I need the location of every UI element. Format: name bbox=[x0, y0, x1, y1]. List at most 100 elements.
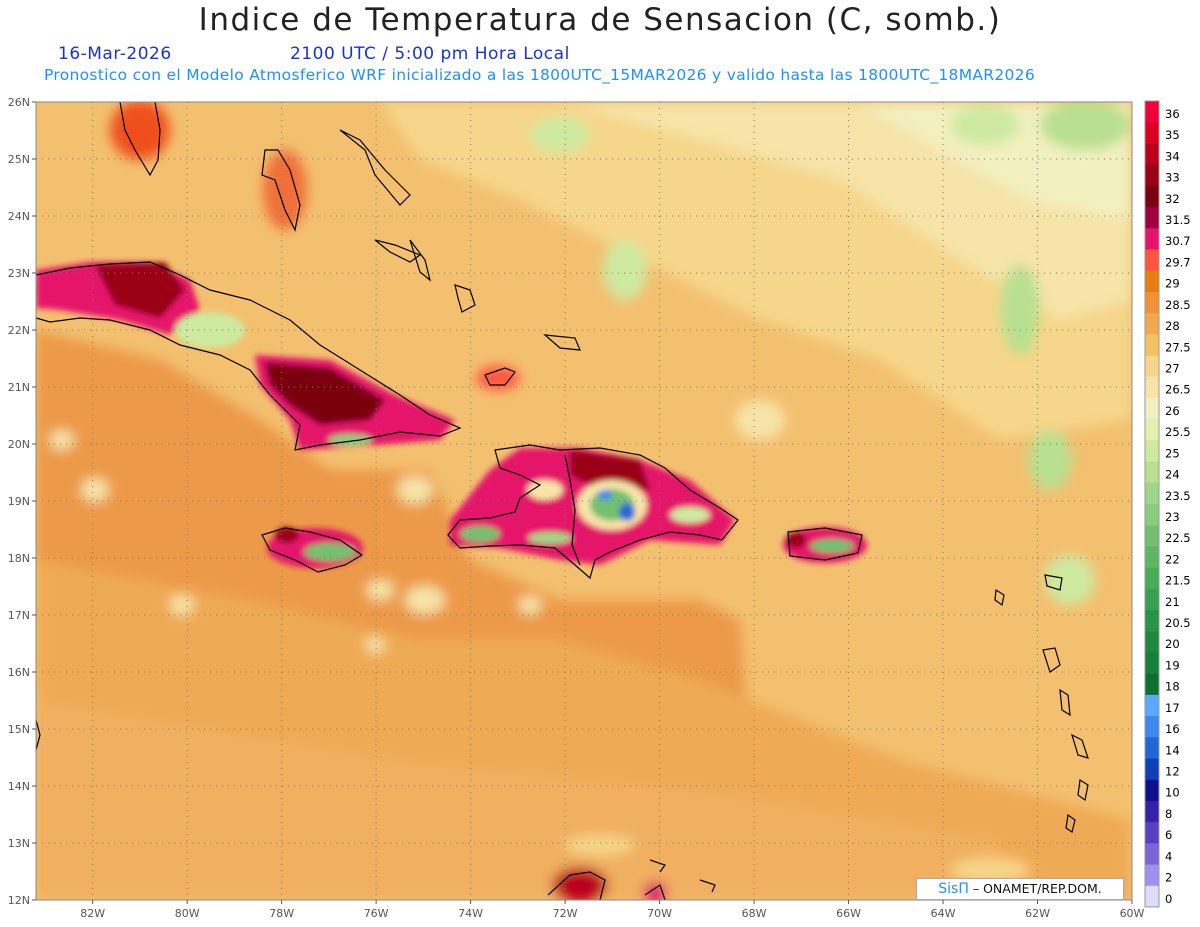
colorbar-label: 8 bbox=[1165, 807, 1172, 821]
jamaica-coast bbox=[261, 527, 364, 573]
colorbar-swatch bbox=[1145, 143, 1159, 166]
puerto-rico-coast bbox=[787, 527, 863, 561]
bahamas-island-3 bbox=[454, 284, 476, 313]
colorbar-label: 27 bbox=[1165, 361, 1180, 375]
colorbar-label: 23.5 bbox=[1165, 489, 1191, 503]
colorbar-swatch bbox=[1145, 270, 1159, 293]
colorbar-label: 35 bbox=[1165, 128, 1180, 142]
colorbar-swatch bbox=[1145, 355, 1159, 378]
lon-label: 82W bbox=[80, 907, 105, 920]
lon-label: 80W bbox=[175, 907, 200, 920]
colorbar-swatch bbox=[1145, 885, 1159, 908]
lon-label: 72W bbox=[553, 907, 578, 920]
colorbar-label: 12 bbox=[1165, 764, 1180, 778]
cuba-heat bbox=[36, 262, 455, 450]
florida-coast bbox=[119, 102, 161, 177]
colorbar-swatch bbox=[1145, 779, 1159, 802]
lat-label: 12N bbox=[8, 894, 30, 907]
colorbar-swatch bbox=[1145, 207, 1159, 229]
lat-label: 21N bbox=[8, 381, 30, 394]
colorbar-label: 30.7 bbox=[1165, 234, 1191, 248]
lat-label: 15N bbox=[8, 723, 30, 736]
colorbar-label: 26.5 bbox=[1165, 383, 1191, 397]
colorbar-swatch bbox=[1145, 673, 1159, 696]
colorbar-label: 36 bbox=[1165, 107, 1180, 121]
curacao-coast bbox=[649, 859, 666, 873]
hispaniola-coast bbox=[447, 444, 739, 580]
colorbar-label: 32 bbox=[1165, 192, 1180, 206]
colorbar: 363534333231.530.729.72928.52827.52726.5… bbox=[1144, 100, 1191, 908]
colorbar-swatch bbox=[1145, 482, 1159, 505]
latitude-labels: 26N 25N 24N 23N 22N 21N 20N 19N 18N 17N 16N 15N 14N 1… bbox=[8, 96, 36, 907]
lat-label: 24N bbox=[8, 210, 30, 223]
chart-title: Indice de Temperatura de Sensacion (C, s… bbox=[198, 2, 1002, 38]
colorbar-label: 24 bbox=[1165, 468, 1180, 482]
forecast-date: 16-Mar-2026 bbox=[58, 44, 172, 64]
bahamas-coast bbox=[339, 129, 411, 206]
colorbar-label: 26 bbox=[1165, 404, 1180, 418]
colorbar-label: 27.5 bbox=[1165, 340, 1191, 354]
colorbar-swatch bbox=[1145, 122, 1159, 144]
colorbar-label: 17 bbox=[1165, 701, 1180, 715]
guadeloupe-coast bbox=[1042, 647, 1061, 673]
colorbar-swatch bbox=[1145, 334, 1159, 357]
colorbar-label: 25.5 bbox=[1165, 425, 1191, 439]
colorbar-swatch bbox=[1145, 631, 1159, 653]
lon-label: 70W bbox=[647, 907, 672, 920]
colorbar-label: 23 bbox=[1165, 510, 1180, 524]
colorbar-label: 31.5 bbox=[1165, 213, 1191, 227]
colorbar-label: 21.5 bbox=[1165, 574, 1191, 588]
credit-brand: SisΠ bbox=[938, 881, 969, 897]
colorbar-label: 29 bbox=[1165, 277, 1180, 291]
colorbar-label: 14 bbox=[1165, 743, 1180, 757]
colorbar-swatch bbox=[1145, 313, 1159, 335]
colorbar-swatch bbox=[1145, 101, 1159, 123]
turks-coast bbox=[543, 334, 581, 351]
lon-label: 66W bbox=[836, 907, 861, 920]
colorbar-label: 6 bbox=[1165, 828, 1172, 842]
lat-label: 16N bbox=[8, 666, 30, 679]
colorbar-label: 34 bbox=[1165, 149, 1180, 163]
colorbar-label: 29.7 bbox=[1165, 255, 1191, 269]
hispaniola-heat bbox=[450, 448, 735, 565]
guajira-coast bbox=[547, 871, 606, 900]
colorbar-swatch bbox=[1145, 525, 1159, 547]
bahamas-island-1 bbox=[374, 239, 422, 263]
aruba-coast bbox=[644, 884, 666, 900]
colorbar-label: 22 bbox=[1165, 552, 1180, 566]
colorbar-swatch bbox=[1145, 376, 1159, 399]
colorbar-swatch bbox=[1145, 652, 1159, 675]
colorbar-label: 28 bbox=[1165, 319, 1180, 333]
st-vincent-coast bbox=[1065, 813, 1076, 833]
colorbar-frame bbox=[1144, 100, 1160, 908]
dominica-coast bbox=[1059, 688, 1071, 717]
andros-coast bbox=[261, 149, 301, 232]
colorbar-swatch bbox=[1145, 758, 1159, 781]
lon-label: 78W bbox=[269, 907, 294, 920]
colorbar-label: 19 bbox=[1165, 658, 1180, 672]
colorbar-swatch bbox=[1145, 546, 1159, 569]
colorbar-label: 16 bbox=[1165, 722, 1180, 736]
colorbar-swatch bbox=[1145, 588, 1159, 611]
colorbar-swatch bbox=[1145, 419, 1159, 441]
lat-label: 25N bbox=[8, 153, 30, 166]
colorbar-swatch bbox=[1145, 716, 1159, 738]
colorbar-swatch bbox=[1145, 610, 1159, 632]
colorbar-swatch bbox=[1145, 737, 1159, 760]
forecast-time: 2100 UTC / 5:00 pm Hora Local bbox=[290, 44, 570, 64]
martinique-coast bbox=[1071, 733, 1089, 759]
colorbar-swatch bbox=[1145, 800, 1159, 823]
colorbar-swatch bbox=[1145, 843, 1159, 866]
colorbar-swatch bbox=[1145, 291, 1159, 314]
inagua-coast bbox=[484, 367, 516, 386]
colorbar-label: 22.5 bbox=[1165, 531, 1191, 545]
cuba-coast bbox=[36, 261, 462, 451]
lat-label: 22N bbox=[8, 324, 30, 337]
colorbar-swatch bbox=[1145, 249, 1159, 272]
colorbar-label: 25 bbox=[1165, 446, 1180, 460]
lat-label: 14N bbox=[8, 780, 30, 793]
lon-label: 62W bbox=[1025, 907, 1050, 920]
lat-label: 23N bbox=[8, 267, 30, 280]
colorbar-swatch bbox=[1145, 567, 1159, 590]
colorbar-label: 4 bbox=[1165, 849, 1172, 863]
